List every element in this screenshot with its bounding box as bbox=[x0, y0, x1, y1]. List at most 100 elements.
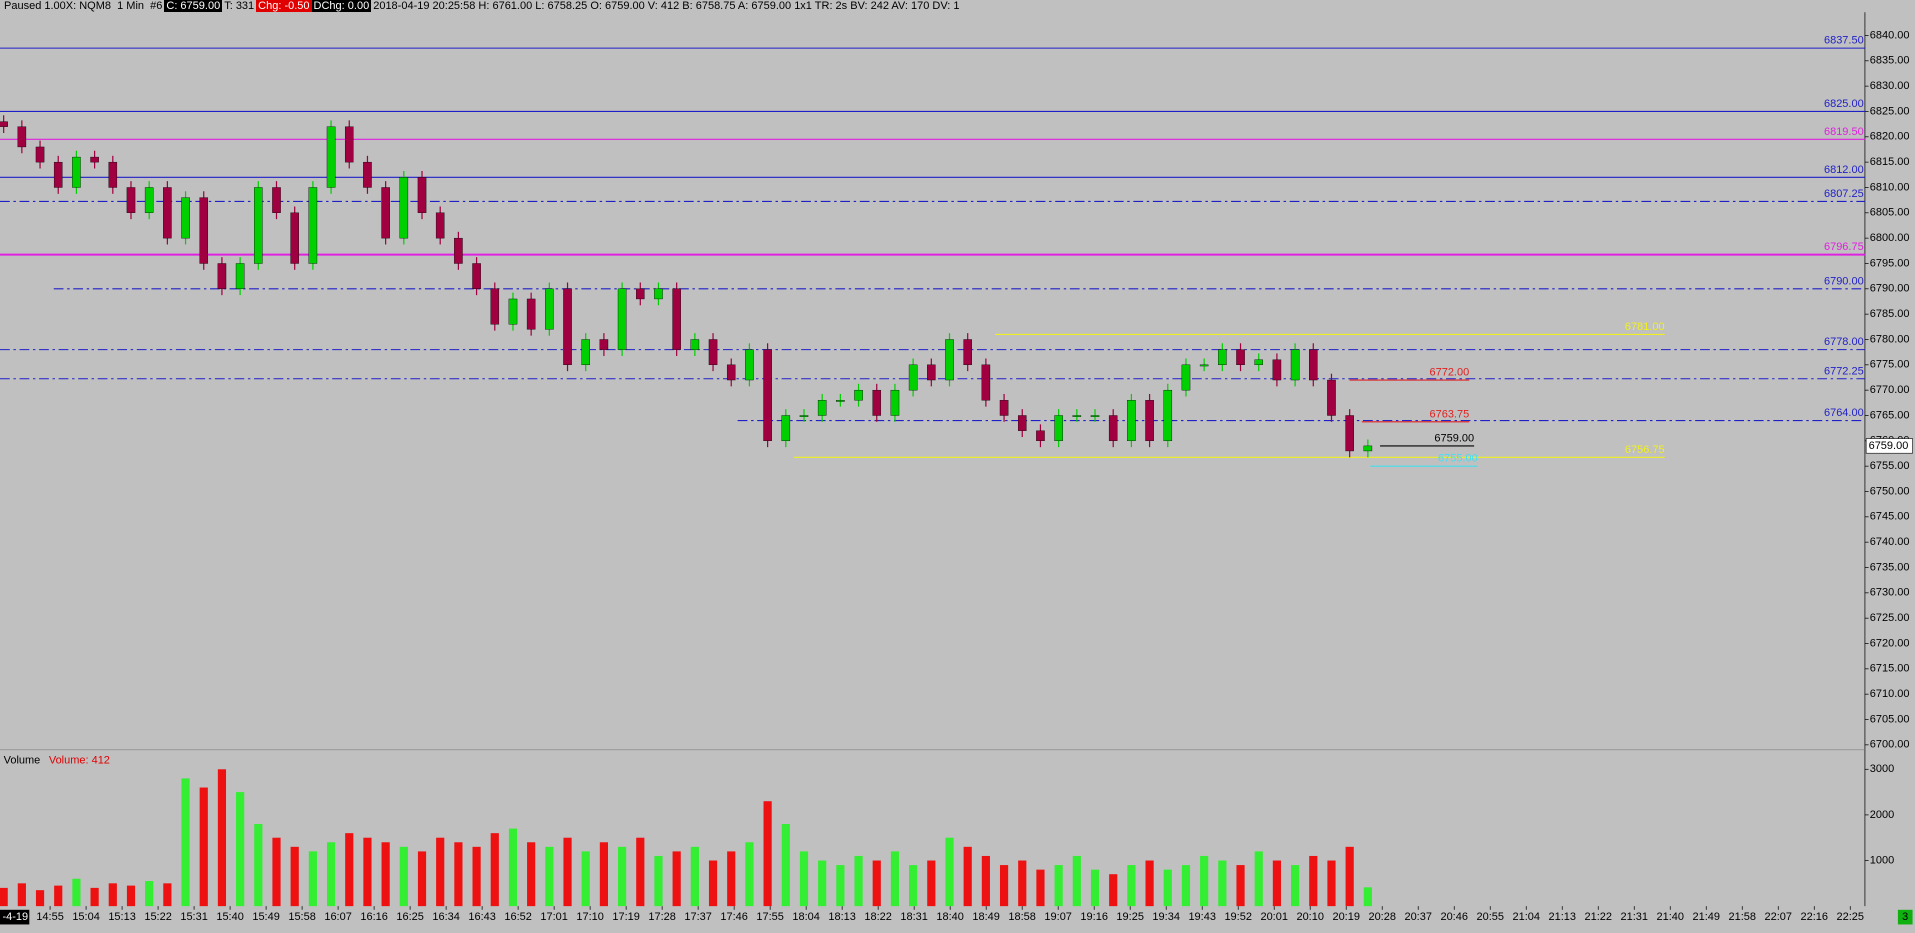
x-tick-label: 16:34 bbox=[432, 911, 460, 923]
volume-bar bbox=[872, 860, 881, 907]
x-tick-label: 19:34 bbox=[1152, 911, 1180, 923]
candle-body bbox=[708, 339, 718, 366]
y-tick-label: 6705.00 bbox=[1870, 713, 1910, 725]
volume-bar bbox=[145, 881, 154, 907]
y-tick-label: 6750.00 bbox=[1870, 485, 1910, 497]
candle-body bbox=[72, 156, 81, 188]
x-tick-label: 15:13 bbox=[108, 911, 136, 923]
y-tick-label: 6780.00 bbox=[1870, 333, 1910, 345]
y-tick-label: 2000 bbox=[1870, 809, 1894, 821]
candle-body bbox=[690, 339, 700, 350]
candle-body bbox=[1327, 379, 1336, 416]
volume-bar bbox=[17, 883, 26, 907]
candle-body bbox=[217, 263, 227, 290]
x-tick-label: 16:16 bbox=[360, 911, 388, 923]
level-label: 6807.25 bbox=[1824, 188, 1864, 200]
y-tick-label: 6715.00 bbox=[1870, 663, 1910, 675]
x-tick-label: 15:49 bbox=[252, 911, 280, 923]
y-tick-label: 6710.00 bbox=[1870, 688, 1910, 700]
candle-body bbox=[963, 339, 972, 366]
x-tick-label: 18:49 bbox=[972, 911, 1000, 923]
volume-bar bbox=[363, 837, 372, 907]
x-tick-label: 20:01 bbox=[1260, 911, 1288, 923]
candle-body bbox=[1072, 415, 1082, 417]
volume-bar bbox=[909, 865, 918, 907]
volume-bar bbox=[1163, 869, 1172, 907]
x-tick-label: 17:28 bbox=[648, 911, 676, 923]
volume-bar bbox=[1218, 860, 1227, 907]
status-bar: Paused 1.00X: NQM8 1 Min #6 C: 6759.00 T: … bbox=[2, 0, 962, 13]
x-tick-label: 18:40 bbox=[936, 911, 964, 923]
ticks: T: 331 bbox=[224, 0, 255, 12]
x-tick-label: 21:58 bbox=[1729, 911, 1757, 923]
x-tick-label: 20:55 bbox=[1476, 911, 1504, 923]
volume-bar bbox=[472, 846, 481, 907]
candle-body bbox=[1254, 359, 1263, 366]
candle-body bbox=[144, 187, 154, 213]
candle-body bbox=[890, 389, 900, 416]
last-price-box bbox=[1865, 438, 1913, 454]
x-tick-label: 20:46 bbox=[1440, 911, 1468, 923]
volume-bar bbox=[636, 837, 645, 907]
details: 2018-04-19 20:25:58 H: 6761.00 L: 6758.2… bbox=[373, 0, 960, 12]
volume-bar bbox=[217, 769, 227, 907]
volume-bar bbox=[618, 846, 627, 907]
x-tick-label: 18:31 bbox=[900, 911, 928, 923]
candle-body bbox=[199, 197, 209, 264]
x-tick-label: 21:40 bbox=[1657, 911, 1685, 923]
candle-body bbox=[508, 298, 518, 325]
candle-body bbox=[1236, 349, 1245, 366]
level-label: 6790.00 bbox=[1824, 275, 1864, 287]
candle-body bbox=[1054, 415, 1063, 442]
y-tick-label: 6835.00 bbox=[1870, 55, 1910, 67]
y-tick-label: 6770.00 bbox=[1870, 384, 1910, 396]
y-tick-label: 6745.00 bbox=[1870, 511, 1910, 523]
level-label: 6812.00 bbox=[1824, 164, 1864, 176]
level-label: 6825.00 bbox=[1824, 98, 1864, 110]
date-label: -4-19 bbox=[2, 911, 28, 923]
y-tick-label: 6840.00 bbox=[1870, 29, 1910, 41]
y-tick-label: 6830.00 bbox=[1870, 80, 1910, 92]
volume-bar bbox=[963, 846, 972, 907]
volume-bar bbox=[1072, 855, 1081, 907]
candle-body bbox=[399, 177, 409, 239]
volume-bar bbox=[490, 833, 499, 907]
y-tick-label: 6800.00 bbox=[1870, 232, 1910, 244]
x-tick-label: 22:25 bbox=[1837, 911, 1865, 923]
x-tick-label: 15:22 bbox=[144, 911, 172, 923]
volume-bar bbox=[1363, 887, 1372, 907]
y-tick-label: 6785.00 bbox=[1870, 308, 1910, 320]
volume-title: Volume bbox=[4, 755, 41, 767]
x-tick-label: 15:04 bbox=[72, 911, 100, 923]
volume-bar bbox=[126, 885, 136, 907]
volume-bar bbox=[1036, 869, 1045, 907]
candle-body bbox=[1290, 349, 1300, 381]
x-tick-label: 21:22 bbox=[1584, 911, 1612, 923]
candle-body bbox=[1309, 349, 1318, 381]
volume-bar bbox=[308, 851, 317, 907]
volume-bar bbox=[1345, 846, 1354, 907]
volume-bar bbox=[417, 851, 427, 907]
candle-body bbox=[999, 400, 1009, 416]
y-tick-label: 6700.00 bbox=[1870, 739, 1910, 751]
candle-body bbox=[599, 339, 609, 350]
y-tick-label: 3000 bbox=[1870, 763, 1894, 775]
candle-body bbox=[781, 415, 791, 442]
x-tick-label: 21:31 bbox=[1620, 911, 1648, 923]
level-label: 6772.00 bbox=[1430, 367, 1470, 379]
volume-bar bbox=[0, 887, 8, 907]
volume-bar bbox=[181, 778, 190, 907]
volume-bar bbox=[545, 846, 554, 907]
volume-bar bbox=[1236, 865, 1245, 907]
volume-bar bbox=[818, 860, 827, 907]
candle-body bbox=[1017, 415, 1027, 431]
volume-bar bbox=[1181, 865, 1191, 907]
volume-bar bbox=[290, 846, 299, 907]
volume-bar bbox=[35, 890, 45, 907]
volume-bar bbox=[854, 855, 863, 907]
volume-bar bbox=[890, 851, 900, 907]
candle-body bbox=[854, 389, 863, 401]
candle-body bbox=[181, 197, 190, 239]
y-tick-label: 6735.00 bbox=[1870, 561, 1910, 573]
